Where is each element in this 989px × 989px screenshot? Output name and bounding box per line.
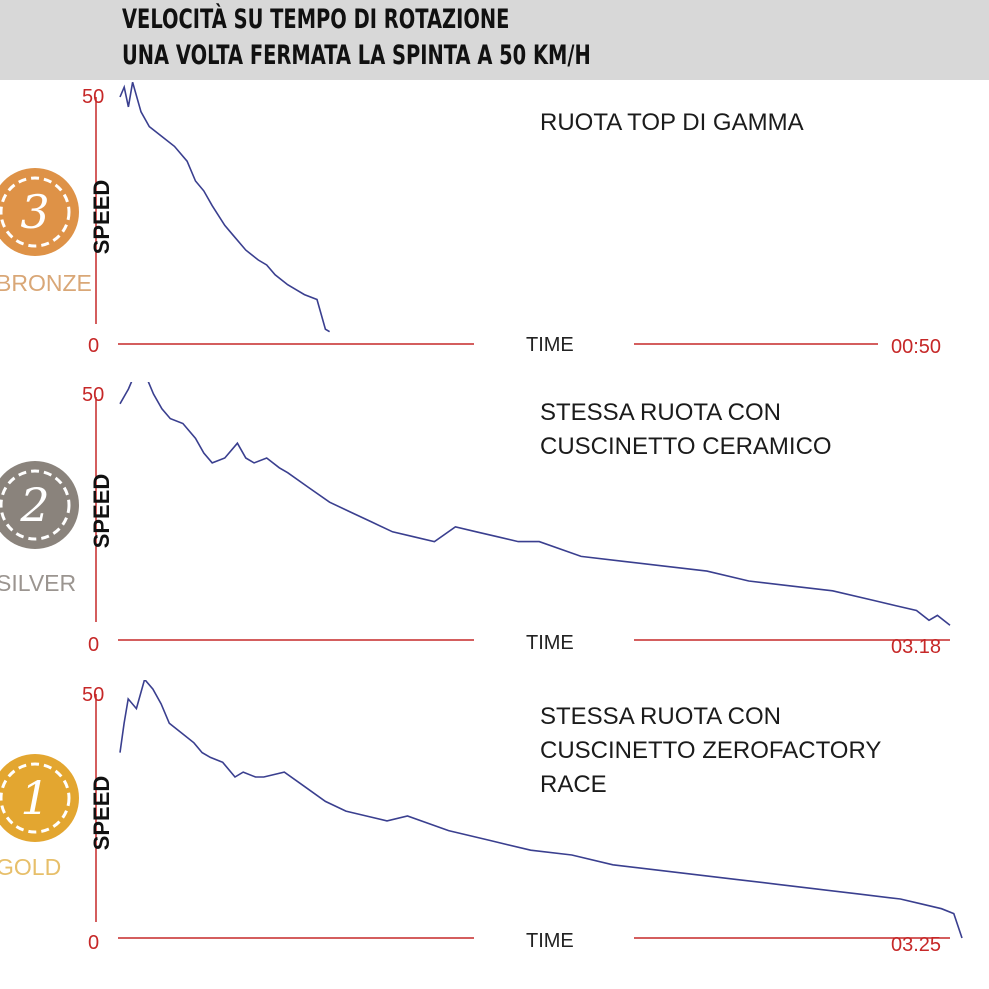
header-banner: VELOCITÀ SU TEMPO DI ROTAZIONE UNA VOLTA… bbox=[0, 0, 989, 80]
x-tick-end: 03.18 bbox=[891, 636, 942, 658]
laurel-wreath bbox=[0, 762, 71, 834]
x-axis-label: TIME bbox=[526, 930, 574, 952]
medal-label: SILVER bbox=[0, 570, 77, 596]
y-tick-zero: 0 bbox=[88, 932, 100, 954]
x-tick-end: 00:50 bbox=[891, 336, 942, 358]
chart-title-line-2: UNA VOLTA FERMATA LA SPINTA A 50 KM/H bbox=[122, 40, 591, 71]
medal-rank: 1 bbox=[20, 771, 49, 825]
medal-rank: 3 bbox=[20, 185, 49, 239]
y-tick-zero: 0 bbox=[88, 335, 100, 357]
panel-title: STESSA RUOTA CON CUSCINETTO ZEROFACTORY … bbox=[540, 703, 882, 798]
chart-svg-gold: 1 bbox=[0, 680, 963, 939]
y-axis-label-text: SPEED bbox=[89, 179, 114, 255]
x-axis-label: TIME bbox=[526, 632, 574, 654]
y-axis-label-text: SPEED bbox=[89, 473, 114, 549]
y-tick-top: 50 bbox=[82, 684, 105, 706]
y-tick-top: 50 bbox=[82, 86, 105, 108]
y-tick-zero: 0 bbox=[88, 634, 100, 656]
chart-panel-gold: 1 GOLD 50 0 TIME 03.25 SPEED STESSA RUOT… bbox=[0, 680, 989, 980]
y-tick-top: 50 bbox=[82, 384, 105, 406]
chart-title-line-1: VELOCITÀ SU TEMPO DI ROTAZIONE bbox=[122, 4, 510, 35]
chart-svg-silver: 2 bbox=[0, 382, 951, 641]
laurel-medal-icon: 3 bbox=[0, 168, 79, 256]
laurel-medal-icon: 1 bbox=[0, 754, 79, 842]
laurel-wreath bbox=[0, 176, 71, 248]
x-tick-end: 03.25 bbox=[891, 934, 942, 956]
panel-title: RUOTA TOP DI GAMMA bbox=[540, 109, 804, 136]
y-axis-label-text: SPEED bbox=[89, 775, 114, 851]
medal-label: GOLD bbox=[0, 854, 62, 880]
speed-series-line bbox=[119, 382, 951, 626]
chart-svg-bronze: 3 bbox=[0, 82, 878, 345]
medal-label: BRONZE bbox=[0, 270, 92, 296]
speed-series-line bbox=[119, 680, 963, 939]
chart-panel-bronze: 3 BRONZE 50 0 TIME 00:50 SPEED RUOTA TOP… bbox=[0, 82, 989, 382]
x-axis-label: TIME bbox=[526, 334, 574, 356]
chart-panel-silver: 2 SILVER 50 0 TIME 03.18 SPEED STESSA RU… bbox=[0, 382, 989, 682]
laurel-wreath bbox=[0, 469, 71, 541]
panel-title: STESSA RUOTA CON CUSCINETTO CERAMICO bbox=[540, 399, 832, 460]
speed-series-line bbox=[119, 82, 331, 333]
laurel-medal-icon: 2 bbox=[0, 461, 79, 549]
medal-rank: 2 bbox=[19, 478, 49, 532]
